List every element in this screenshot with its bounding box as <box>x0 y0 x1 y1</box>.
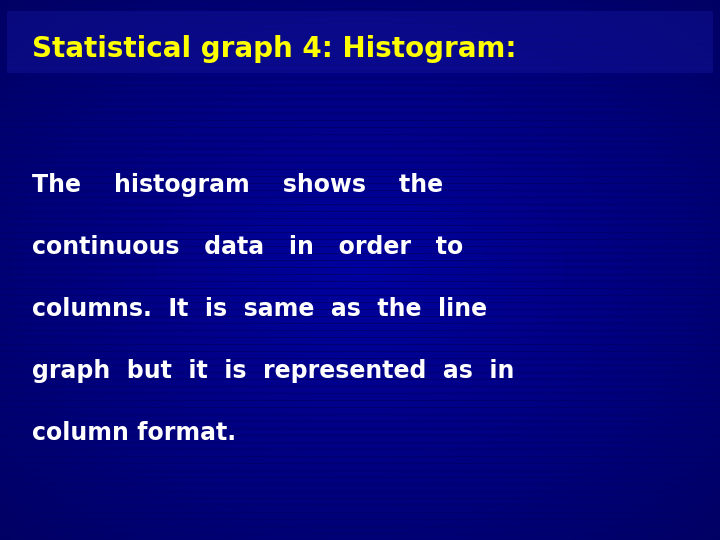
Text: continuous   data   in   order   to: continuous data in order to <box>32 235 464 259</box>
Text: graph  but  it  is  represented  as  in: graph but it is represented as in <box>32 359 515 383</box>
FancyBboxPatch shape <box>7 11 713 73</box>
Text: Statistical graph 4: Histogram:: Statistical graph 4: Histogram: <box>32 35 517 63</box>
Text: The    histogram    shows    the: The histogram shows the <box>32 173 444 197</box>
Text: columns.  It  is  same  as  the  line: columns. It is same as the line <box>32 297 487 321</box>
Text: column format.: column format. <box>32 421 237 445</box>
